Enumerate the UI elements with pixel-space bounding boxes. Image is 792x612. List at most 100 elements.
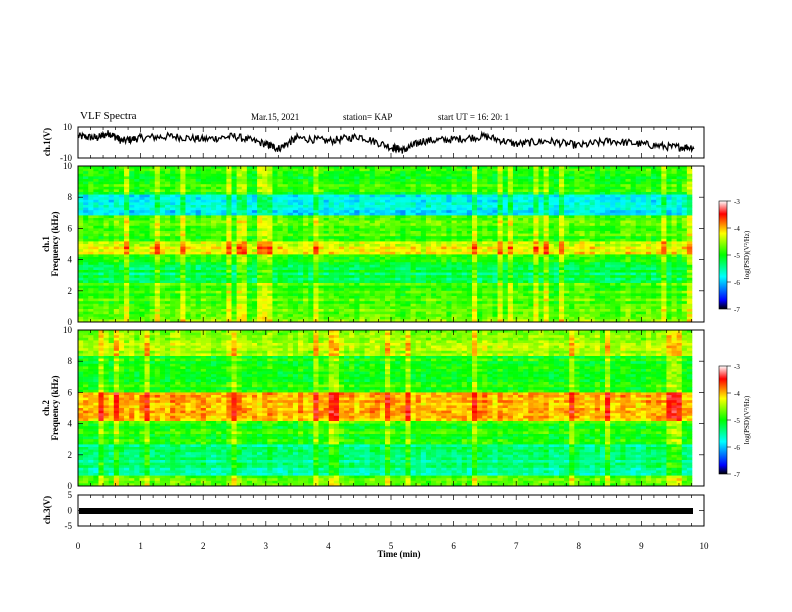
spec1-cell: [333, 220, 340, 224]
spec1-cell: [594, 236, 601, 240]
spec1-cell: [651, 218, 657, 221]
spec1-cell: [584, 254, 590, 258]
spec1-cell: [262, 168, 268, 172]
spec1-cell: [139, 238, 145, 242]
spec1-cell: [190, 168, 196, 172]
spec1-cell: [88, 199, 94, 203]
spec1-cell: [569, 189, 575, 193]
spec1-cell: [410, 246, 416, 250]
spec1-cell: [333, 184, 340, 188]
spec1-cell: [318, 259, 324, 263]
spec1-cell: [277, 259, 283, 263]
spec1-cell: [661, 186, 667, 190]
spec1-cell: [681, 223, 688, 227]
spec1-cell: [313, 205, 319, 208]
spec1-cell: [507, 197, 514, 201]
spec1-cell: [374, 181, 381, 185]
spec1-cell: [400, 231, 406, 234]
spec1-cell: [461, 194, 468, 198]
spec1-cell: [651, 233, 657, 237]
spec1-cell: [359, 262, 365, 266]
spec1-cell: [686, 171, 693, 175]
spec1-cell: [241, 179, 248, 182]
spec1-cell: [354, 267, 360, 271]
spec1-cell: [108, 218, 115, 221]
spec1-cell: [134, 244, 140, 247]
spec1-cell: [180, 225, 186, 229]
spec1-cell: [246, 246, 253, 250]
spec1-cell: [395, 236, 401, 240]
spec1-cell: [118, 192, 125, 195]
spec1-cell: [671, 236, 677, 240]
spec1-cell: [241, 220, 248, 224]
spec1-cell: [605, 199, 611, 203]
spec1-cell: [88, 254, 94, 258]
spec1-cell: [466, 186, 473, 190]
spec1-cell: [180, 257, 186, 260]
spec1-cell: [129, 192, 135, 195]
spec1-cell: [518, 254, 524, 258]
spec1-cell: [98, 262, 104, 266]
spec1-cell: [144, 215, 150, 219]
spec1-cell: [415, 270, 422, 273]
spec1-cell: [349, 210, 355, 214]
spec1-cell: [303, 212, 309, 216]
spec1-cell: [487, 241, 493, 245]
spec1-cell: [390, 207, 396, 211]
spec1-cell: [124, 171, 130, 175]
spec1-cell: [139, 215, 145, 219]
spec1-cell: [134, 236, 140, 240]
spec1-cell: [113, 202, 120, 206]
spec1-cell: [584, 207, 590, 211]
spec1-cell: [83, 181, 89, 185]
spec1-cell: [379, 238, 386, 242]
spec1-cell: [625, 228, 631, 232]
spec1-cell: [241, 181, 248, 185]
spec1-cell: [292, 218, 299, 221]
spec1-cell: [257, 244, 263, 247]
spec1-cell: [584, 223, 590, 227]
spec1-cell: [354, 246, 360, 250]
spec1-cell: [425, 246, 432, 250]
spec1-cell: [251, 218, 258, 221]
spec1-cell: [113, 199, 120, 203]
spec1-cell: [308, 244, 314, 247]
spec1-cell: [338, 205, 345, 208]
spec1-cell: [333, 179, 340, 182]
spec1-cell: [487, 244, 493, 247]
spec1-cell: [651, 215, 657, 219]
spec1-cell: [502, 215, 509, 219]
spec1-cell: [113, 241, 120, 245]
spec1-cell: [200, 259, 207, 263]
spec1-cell: [287, 184, 294, 188]
spec1-cell: [482, 233, 488, 237]
spec1-cell: [441, 192, 447, 195]
spec1-cell: [129, 259, 135, 263]
spec1-cell: [569, 251, 575, 255]
spec1-cell: [308, 168, 314, 172]
spec1-cell: [241, 218, 248, 221]
spec1-cell: [584, 257, 590, 260]
spec1-cell: [231, 168, 237, 172]
spec1-cell: [216, 171, 222, 175]
spec1-cell: [487, 251, 493, 255]
spec1-cell: [564, 179, 570, 182]
spec1-cell: [620, 215, 626, 219]
spec1-cell: [425, 264, 432, 268]
spec1-cell: [349, 179, 355, 182]
spec1-cell: [354, 218, 360, 221]
spec1-cell: [246, 233, 253, 237]
spec1-cell: [231, 212, 237, 216]
spec1-cell: [471, 225, 478, 229]
spec1-cell: [502, 202, 509, 206]
spec1-cell: [400, 251, 406, 255]
spec1-cell: [241, 223, 248, 227]
spec1-cell: [661, 225, 667, 229]
spec1-cell: [333, 225, 340, 229]
spec1-cell: [149, 244, 156, 247]
spec1-cell: [246, 244, 253, 247]
spec1-cell: [262, 267, 268, 271]
spec1-cell: [395, 264, 401, 268]
spec1-cell: [221, 202, 227, 206]
spec1-cell: [349, 236, 355, 240]
